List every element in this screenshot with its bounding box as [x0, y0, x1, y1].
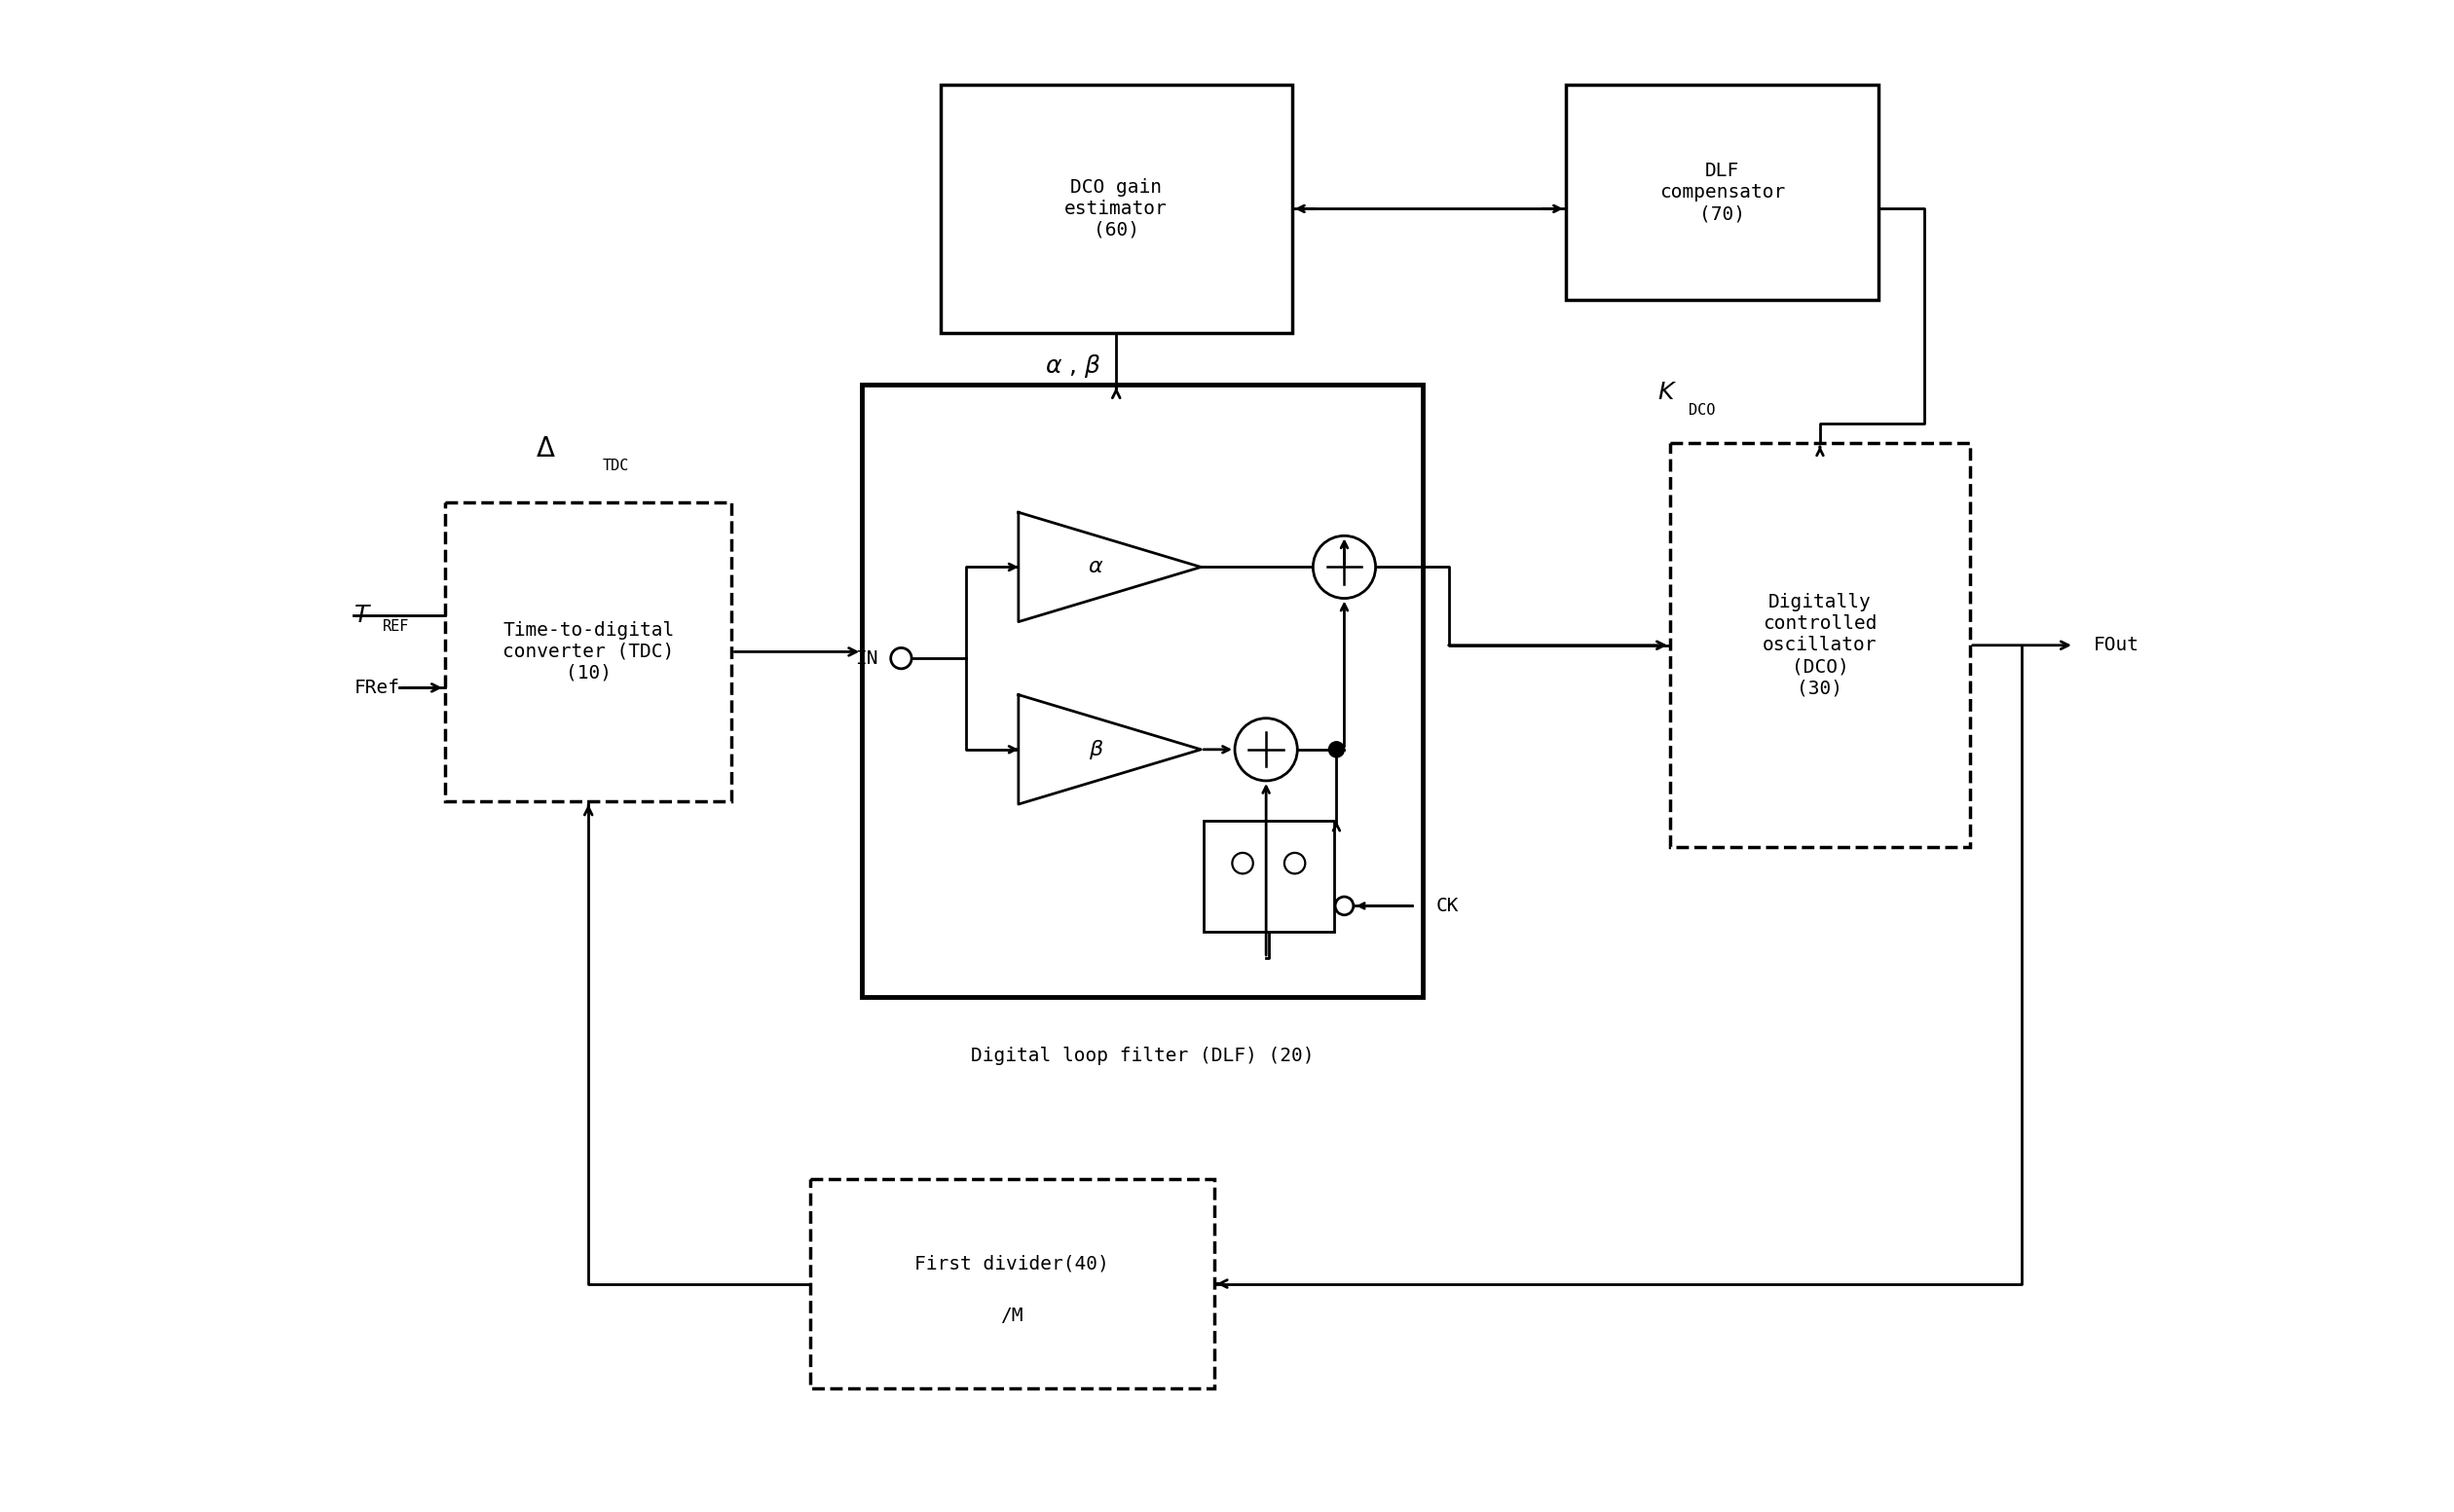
Text: FRef: FRef [353, 679, 400, 697]
Text: FOut: FOut [2093, 637, 2140, 655]
Text: IN: IN [854, 649, 879, 667]
Circle shape [1283, 853, 1306, 874]
Circle shape [1328, 742, 1345, 758]
Text: /M: /M [1001, 1306, 1023, 1326]
Circle shape [1232, 853, 1254, 874]
Text: $\alpha$ , $\beta$: $\alpha$ , $\beta$ [1045, 352, 1099, 380]
Text: $\beta$: $\beta$ [1090, 738, 1104, 761]
Circle shape [1335, 897, 1355, 915]
Bar [1671, 443, 1971, 847]
Text: Digital loop filter (DLF) (20): Digital loop filter (DLF) (20) [972, 1046, 1313, 1064]
Bar [1566, 85, 1880, 299]
Text: First divider(40): First divider(40) [915, 1255, 1109, 1273]
Bar [861, 384, 1423, 996]
Text: $\alpha$: $\alpha$ [1087, 558, 1104, 576]
Bar [1202, 821, 1335, 931]
Bar [940, 85, 1293, 333]
Text: TDC: TDC [604, 458, 628, 473]
Circle shape [891, 647, 910, 668]
Text: $\Delta$: $\Delta$ [535, 435, 555, 463]
Text: $T$: $T$ [353, 605, 373, 627]
Circle shape [1234, 718, 1298, 780]
Text: DCO: DCO [1688, 402, 1715, 417]
Circle shape [1313, 535, 1377, 599]
Text: $K$: $K$ [1656, 381, 1676, 404]
Text: DCO gain
estimator
(60): DCO gain estimator (60) [1065, 178, 1168, 239]
Bar [444, 502, 731, 801]
Text: DLF
compensator
(70): DLF compensator (70) [1659, 162, 1784, 224]
Text: Digitally
controlled
oscillator
(DCO)
(30): Digitally controlled oscillator (DCO) (3… [1762, 593, 1877, 697]
Text: Time-to-digital
converter (TDC)
(10): Time-to-digital converter (TDC) (10) [503, 621, 675, 682]
Text: CK: CK [1436, 897, 1458, 915]
Text: REF: REF [383, 618, 410, 634]
Bar [810, 1179, 1215, 1388]
